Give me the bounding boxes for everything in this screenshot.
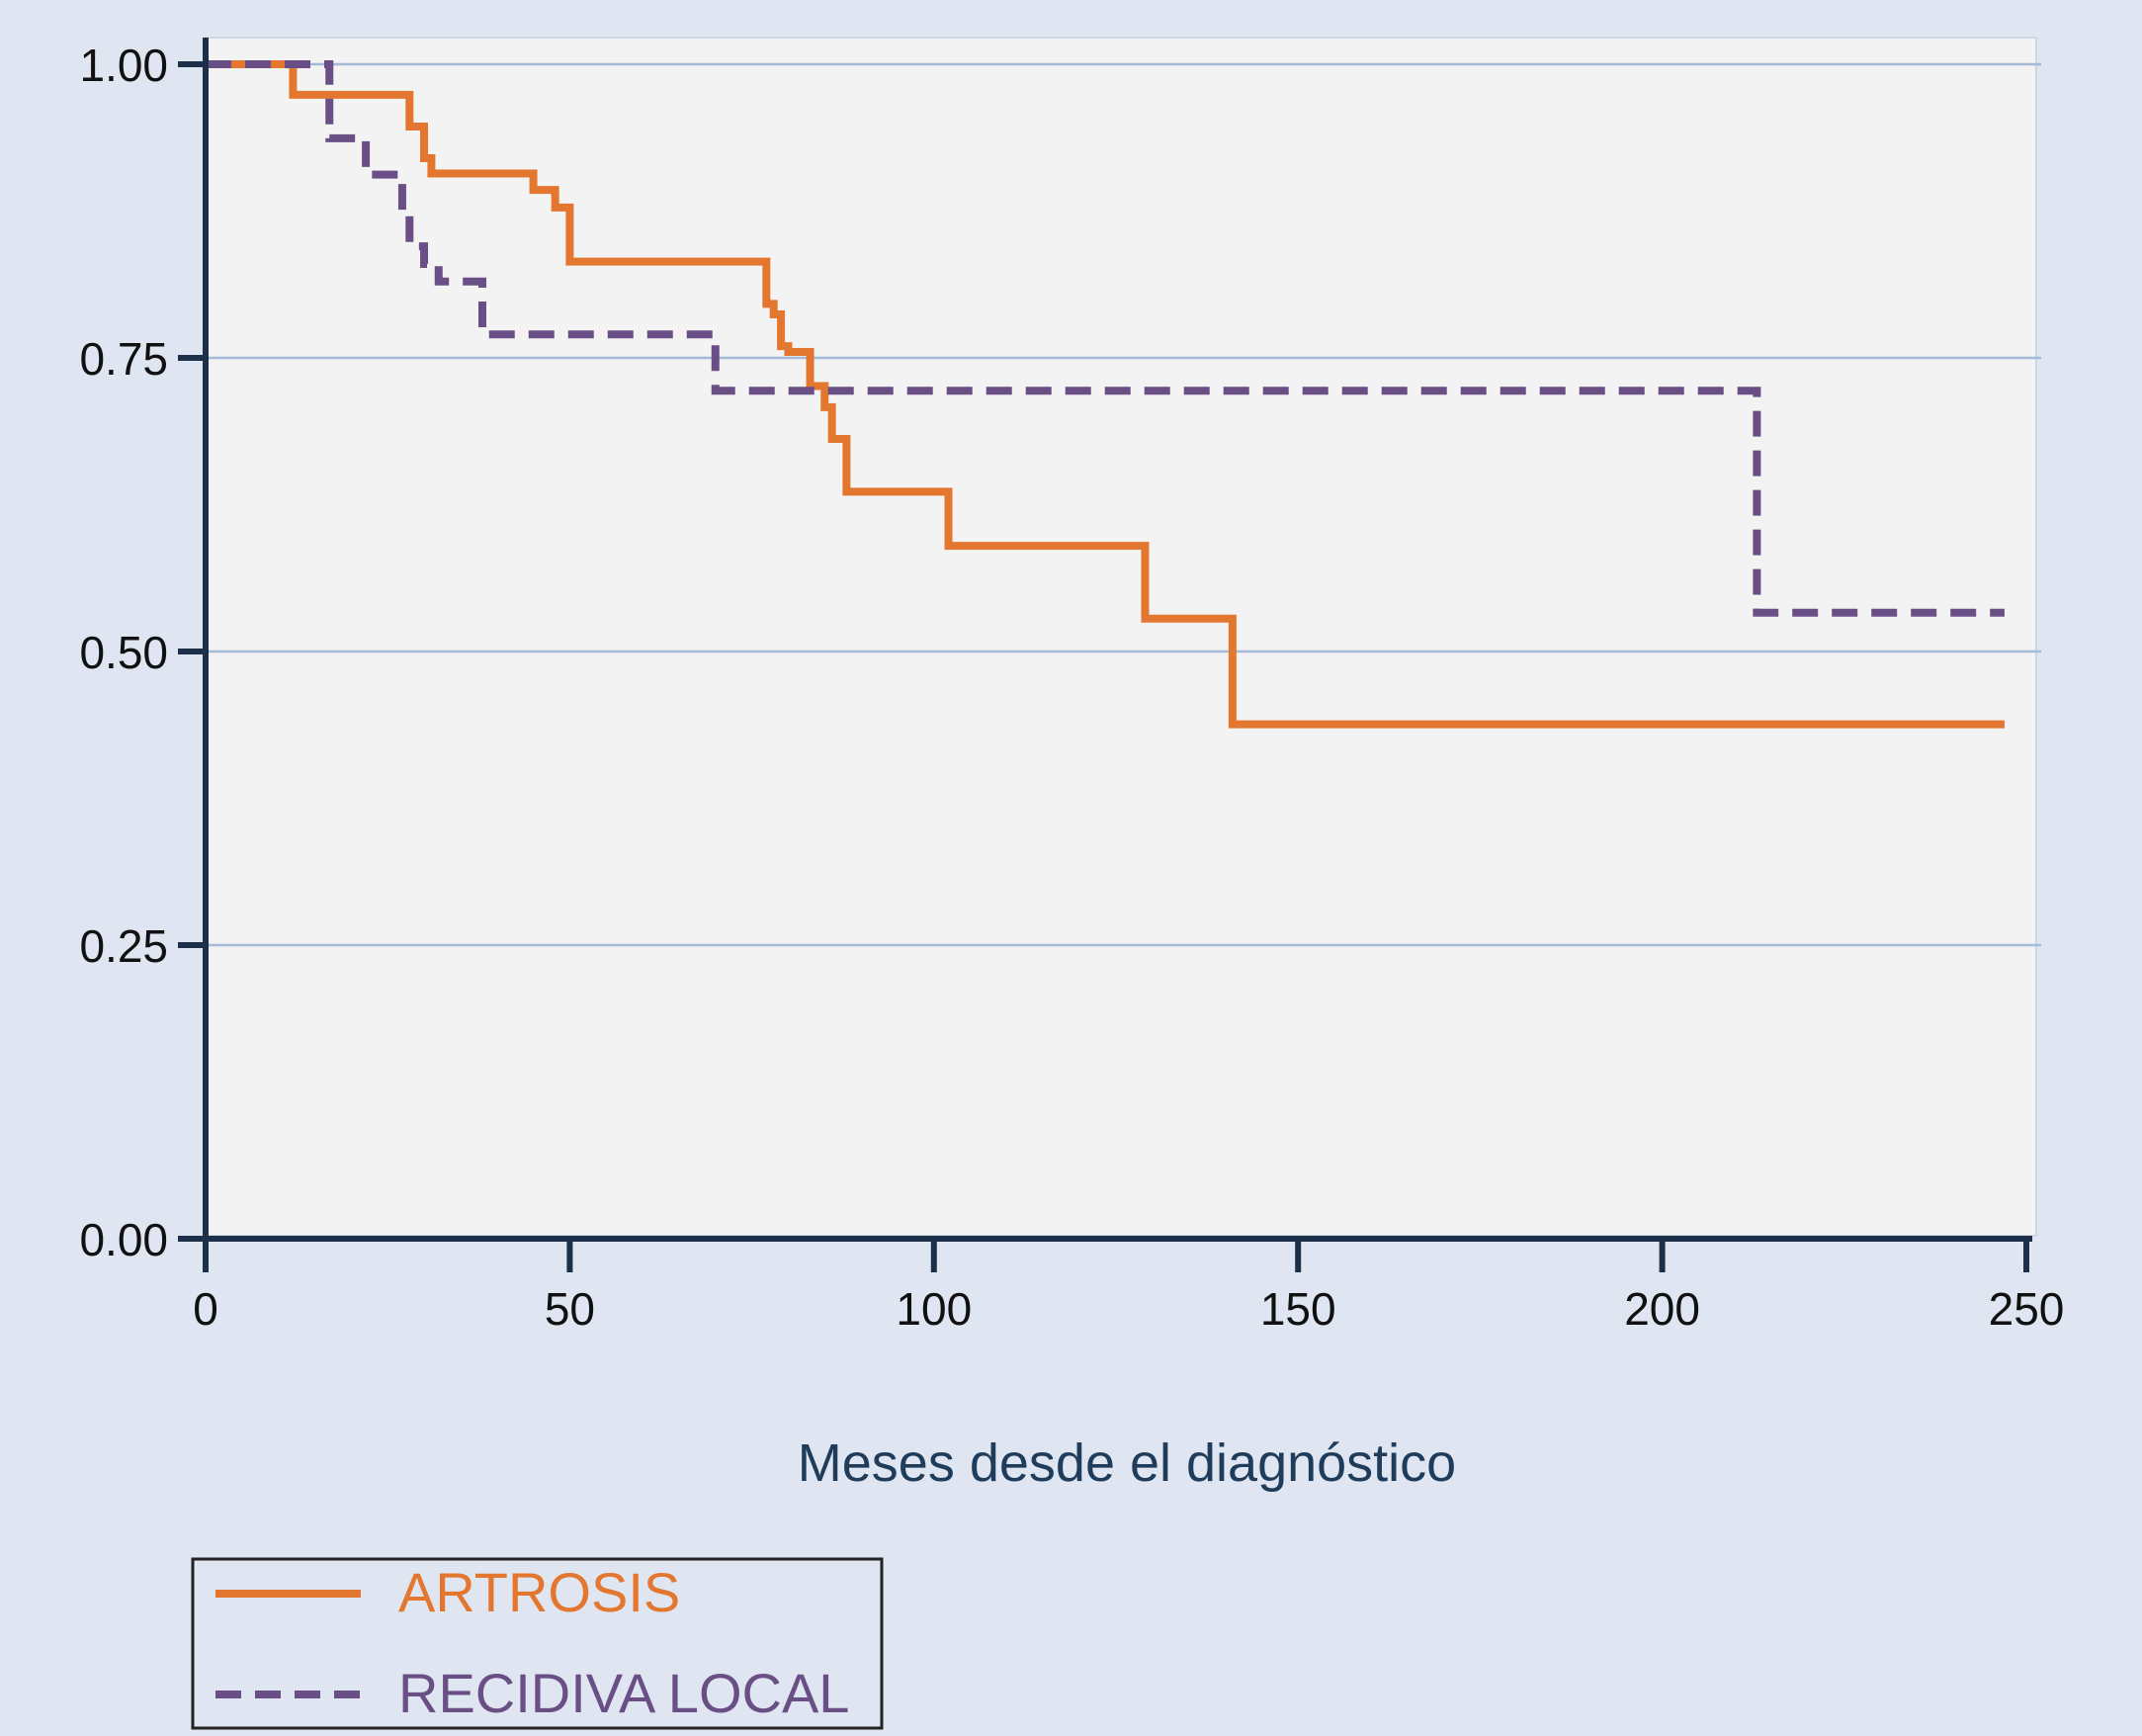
x-tick-label: 100 (896, 1283, 972, 1335)
y-tick-label: 0.50 (79, 627, 168, 678)
y-tick-label: 0.00 (79, 1214, 168, 1265)
legend-box (191, 1557, 884, 1730)
y-tick-label: 0.75 (79, 333, 168, 385)
legend: ARTROSIS RECIDIVA LOCAL (191, 1557, 884, 1730)
series-line-recidiva-local (206, 60, 2005, 617)
y-tick-label: 0.25 (79, 920, 168, 972)
plot-background (205, 37, 2037, 1237)
legend-label-recidiva-local: RECIDIVA LOCAL (398, 1662, 849, 1724)
x-tick-label: 0 (193, 1283, 218, 1335)
x-tick-label: 200 (1624, 1283, 1700, 1335)
x-tick-label: 50 (545, 1283, 595, 1335)
axes (178, 38, 2032, 1272)
y-tick-label: 1.00 (79, 40, 168, 91)
x-tick-label: 250 (1989, 1283, 2065, 1335)
legend-label-artrosis: ARTROSIS (398, 1561, 680, 1623)
gridlines (206, 62, 2041, 947)
x-axis-title: Meses desde el diagnóstico (798, 1433, 1456, 1493)
series-line-artrosis (206, 60, 2005, 729)
tick-labels: 0.00 0.25 0.50 0.75 1.00 0 50 100 150 200 250 (79, 40, 2064, 1335)
x-tick-label: 150 (1260, 1283, 1336, 1335)
series-lines (206, 60, 2005, 729)
